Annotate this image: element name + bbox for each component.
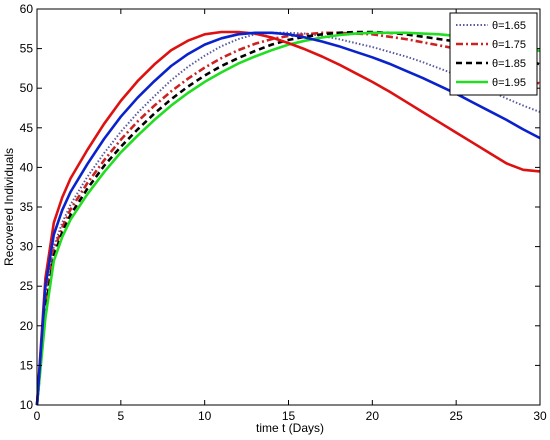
y-axis-label: Recovered Individuals <box>2 148 16 266</box>
legend-label: θ=1.65 <box>492 20 526 32</box>
y-tick-label: 25 <box>20 279 34 293</box>
x-axis-label: time t (Days) <box>256 421 324 435</box>
x-tick-label: 20 <box>366 409 380 423</box>
x-tick-label: 15 <box>282 409 296 423</box>
legend: θ=1.65 θ=1.75 θ=1.85 θ=1.95 <box>449 12 538 96</box>
y-tick-label: 60 <box>20 2 34 16</box>
legend-label: θ=1.95 <box>492 77 526 89</box>
y-tick-label: 50 <box>20 81 34 95</box>
y-tick-label: 10 <box>20 398 34 412</box>
x-tick-label: 25 <box>449 409 463 423</box>
y-tick-label: 40 <box>20 160 34 174</box>
x-tick-label: 5 <box>117 409 124 423</box>
legend-label: θ=1.85 <box>492 58 526 70</box>
x-tick-label: 10 <box>198 409 212 423</box>
y-tick-label: 55 <box>20 42 34 56</box>
y-tick-label: 45 <box>20 121 34 135</box>
y-tick-label: 35 <box>20 200 34 214</box>
legend-label: θ=1.75 <box>492 39 526 51</box>
x-tick-label: 0 <box>34 409 41 423</box>
y-tick-label: 30 <box>20 240 34 254</box>
y-tick-label: 15 <box>20 358 34 372</box>
y-tick-label: 20 <box>20 319 34 333</box>
x-tick-label: 30 <box>533 409 547 423</box>
axes: 0 5 10 15 20 25 30 10 15 20 25 30 35 40 45 50 55 60 <box>20 2 547 423</box>
series-line-5 <box>35 30 541 406</box>
